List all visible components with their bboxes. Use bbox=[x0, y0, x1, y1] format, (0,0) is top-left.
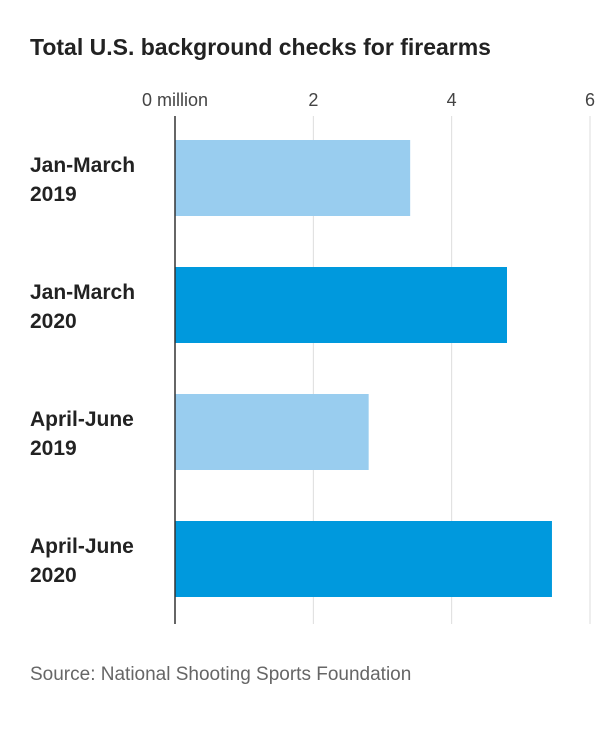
x-tick-label: 0 million bbox=[142, 90, 208, 110]
x-tick-label: 4 bbox=[447, 90, 457, 110]
category-label: April-June 2020 bbox=[30, 535, 134, 587]
bars bbox=[175, 140, 552, 597]
chart-title: Total U.S. background checks for firearm… bbox=[30, 34, 491, 60]
x-tick-label: 6 bbox=[585, 90, 595, 110]
bar bbox=[175, 140, 411, 216]
x-tick-label: 2 bbox=[308, 90, 318, 110]
category-labels: Jan-March 2019 Jan-March 2020 April-June 2019… bbox=[30, 154, 135, 587]
bar bbox=[175, 394, 369, 470]
bar bbox=[175, 267, 507, 343]
source-note: Source: National Shooting Sports Foundat… bbox=[30, 664, 412, 685]
bar-chart: 0 million 2 4 6 Jan-March 2019 Jan-March 2020 A… bbox=[30, 90, 595, 624]
category-label: Jan-March 2020 bbox=[30, 281, 135, 333]
category-label: April-June 2019 bbox=[30, 408, 134, 460]
x-axis-ticks: 0 million 2 4 6 bbox=[142, 90, 595, 110]
bar bbox=[175, 521, 552, 597]
category-label: Jan-March 2019 bbox=[30, 154, 135, 206]
